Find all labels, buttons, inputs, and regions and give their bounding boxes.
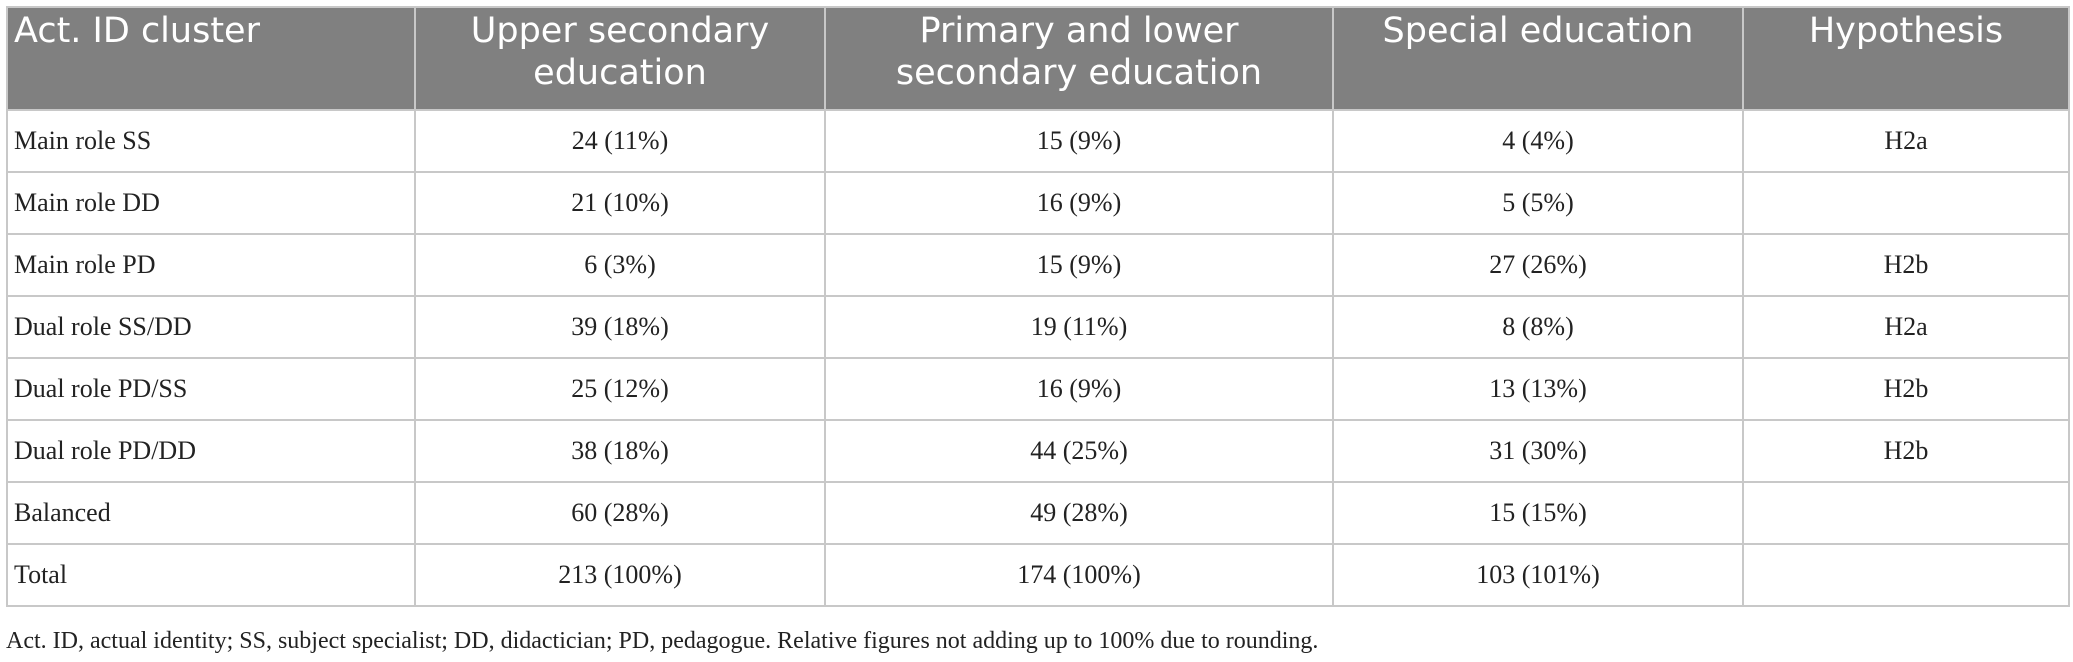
cell-special-education: 15 (15%) <box>1332 481 1744 545</box>
cell-special-education: 5 (5%) <box>1332 171 1744 235</box>
cell-primary-lower-secondary: 15 (9%) <box>824 109 1334 173</box>
cell-hypothesis: H2b <box>1742 357 2070 421</box>
table-row: Dual role PD/SS 25 (12%) 16 (9%) 13 (13%… <box>6 357 2070 421</box>
cell-upper-secondary: 38 (18%) <box>414 419 826 483</box>
cell-cluster: Dual role PD/DD <box>6 419 416 483</box>
column-header-special-education: Special education <box>1332 6 1744 111</box>
cell-cluster: Main role SS <box>6 109 416 173</box>
cell-hypothesis <box>1742 481 2070 545</box>
cell-primary-lower-secondary: 44 (25%) <box>824 419 1334 483</box>
table-row: Main role PD 6 (3%) 15 (9%) 27 (26%) H2b <box>6 233 2070 297</box>
cell-hypothesis: H2b <box>1742 419 2070 483</box>
table-row-total: Total 213 (100%) 174 (100%) 103 (101%) <box>6 543 2070 607</box>
results-table-container: Act. ID cluster Upper secondary educatio… <box>6 6 2070 607</box>
cell-special-education: 31 (30%) <box>1332 419 1744 483</box>
cell-upper-secondary: 21 (10%) <box>414 171 826 235</box>
column-header-primary-lower-secondary: Primary and lower secondary education <box>824 6 1334 111</box>
cell-special-education: 103 (101%) <box>1332 543 1744 607</box>
column-header-hypothesis: Hypothesis <box>1742 6 2070 111</box>
cell-cluster: Dual role SS/DD <box>6 295 416 359</box>
cell-special-education: 13 (13%) <box>1332 357 1744 421</box>
table-footnote: Act. ID, actual identity; SS, subject sp… <box>6 628 1319 654</box>
cell-primary-lower-secondary: 19 (11%) <box>824 295 1334 359</box>
cell-upper-secondary: 24 (11%) <box>414 109 826 173</box>
table-header-row: Act. ID cluster Upper secondary educatio… <box>6 6 2070 111</box>
cell-upper-secondary: 6 (3%) <box>414 233 826 297</box>
cell-special-education: 27 (26%) <box>1332 233 1744 297</box>
cell-hypothesis: H2a <box>1742 295 2070 359</box>
cell-cluster: Balanced <box>6 481 416 545</box>
cell-primary-lower-secondary: 16 (9%) <box>824 171 1334 235</box>
cell-primary-lower-secondary: 174 (100%) <box>824 543 1334 607</box>
cell-hypothesis <box>1742 171 2070 235</box>
cell-cluster: Total <box>6 543 416 607</box>
cell-primary-lower-secondary: 15 (9%) <box>824 233 1334 297</box>
cell-special-education: 4 (4%) <box>1332 109 1744 173</box>
cell-cluster: Dual role PD/SS <box>6 357 416 421</box>
table-row: Main role SS 24 (11%) 15 (9%) 4 (4%) H2a <box>6 109 2070 173</box>
cell-hypothesis: H2a <box>1742 109 2070 173</box>
cell-upper-secondary: 39 (18%) <box>414 295 826 359</box>
cell-hypothesis <box>1742 543 2070 607</box>
table-row: Balanced 60 (28%) 49 (28%) 15 (15%) <box>6 481 2070 545</box>
cell-cluster: Main role DD <box>6 171 416 235</box>
cell-primary-lower-secondary: 49 (28%) <box>824 481 1334 545</box>
column-header-act-id-cluster: Act. ID cluster <box>6 6 416 111</box>
cell-primary-lower-secondary: 16 (9%) <box>824 357 1334 421</box>
results-table: Act. ID cluster Upper secondary educatio… <box>6 6 2070 607</box>
cell-upper-secondary: 213 (100%) <box>414 543 826 607</box>
column-header-upper-secondary: Upper secondary education <box>414 6 826 111</box>
table-row: Dual role PD/DD 38 (18%) 44 (25%) 31 (30… <box>6 419 2070 483</box>
cell-hypothesis: H2b <box>1742 233 2070 297</box>
cell-upper-secondary: 25 (12%) <box>414 357 826 421</box>
cell-special-education: 8 (8%) <box>1332 295 1744 359</box>
cell-cluster: Main role PD <box>6 233 416 297</box>
table-row: Dual role SS/DD 39 (18%) 19 (11%) 8 (8%)… <box>6 295 2070 359</box>
table-row: Main role DD 21 (10%) 16 (9%) 5 (5%) <box>6 171 2070 235</box>
cell-upper-secondary: 60 (28%) <box>414 481 826 545</box>
